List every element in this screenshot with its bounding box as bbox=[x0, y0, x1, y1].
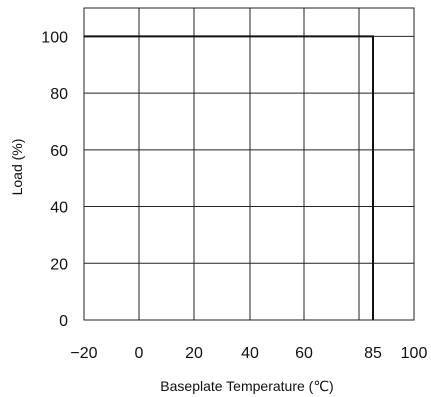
x-tick-label: 0 bbox=[135, 345, 144, 362]
plot-frame bbox=[83, 7, 415, 321]
y-tick-label: 100 bbox=[41, 29, 68, 46]
x-tick-label: −20 bbox=[70, 345, 97, 362]
x-tick-label: 60 bbox=[295, 345, 313, 362]
y-tick-label: 0 bbox=[59, 313, 68, 330]
x-tick-label: 85 bbox=[364, 345, 382, 362]
x-tick-label: 20 bbox=[185, 345, 203, 362]
x-tick-labels: −20 0 20 40 60 85 100 bbox=[70, 345, 427, 362]
x-axis-label: Baseplate Temperature (℃) bbox=[160, 378, 333, 394]
grid bbox=[83, 7, 415, 321]
x-tick-label: 100 bbox=[401, 345, 428, 362]
y-axis-label: Load (%) bbox=[9, 139, 25, 196]
derating-curve bbox=[84, 35, 374, 320]
y-tick-label: 60 bbox=[50, 143, 68, 160]
y-tick-labels: 0 20 40 60 80 100 bbox=[41, 29, 68, 330]
y-tick-label: 20 bbox=[50, 256, 68, 273]
y-tick-label: 80 bbox=[50, 86, 68, 103]
series-layer bbox=[84, 35, 374, 320]
y-tick-label: 40 bbox=[50, 200, 68, 217]
x-tick-label: 40 bbox=[241, 345, 259, 362]
